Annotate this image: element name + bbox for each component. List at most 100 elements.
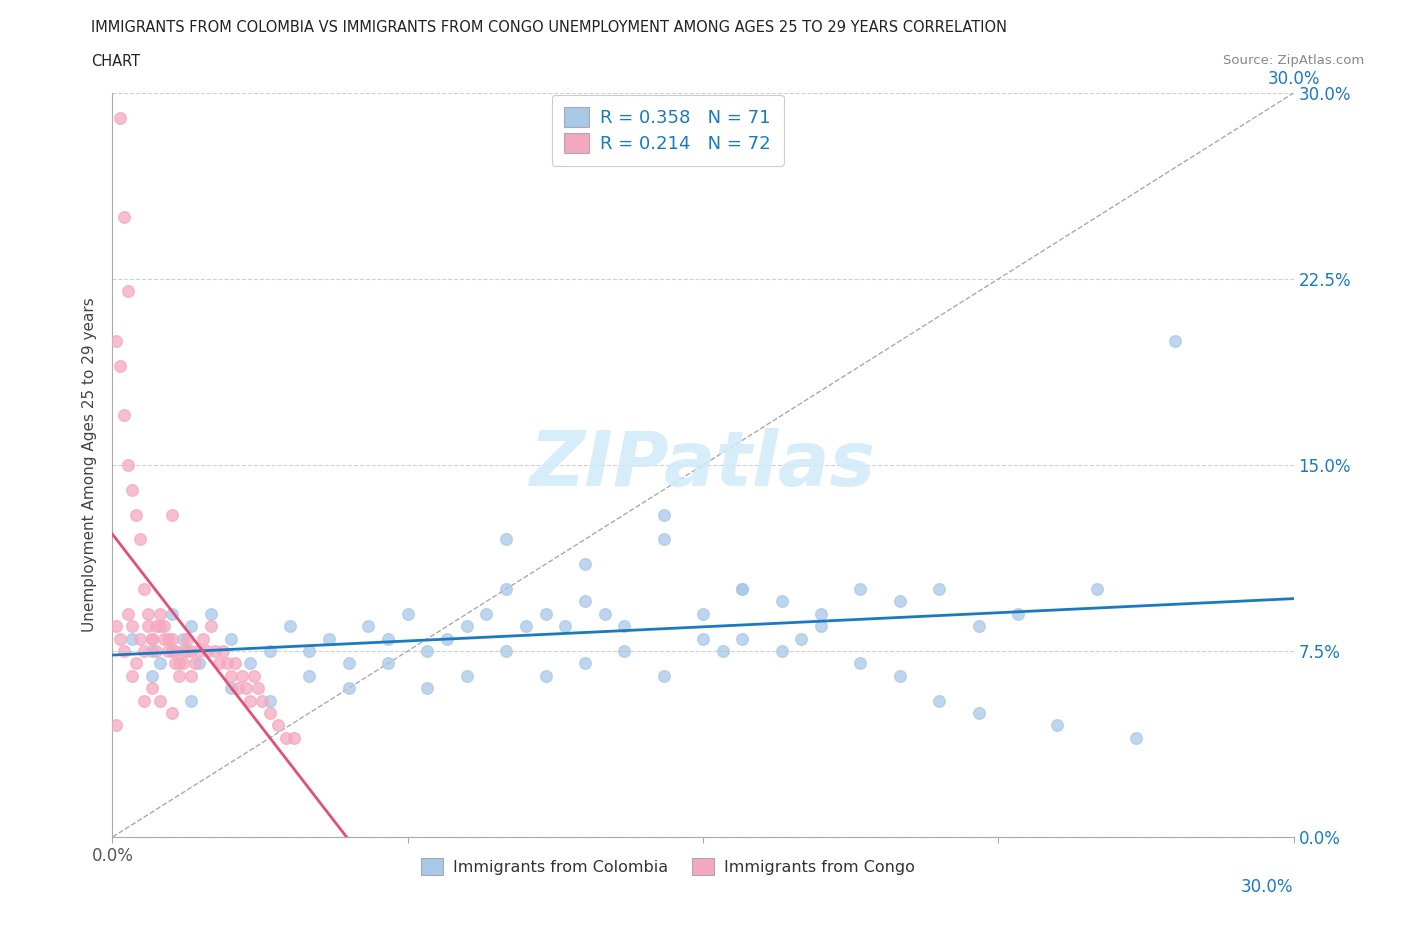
Point	[160, 706, 183, 721]
Point	[243, 669, 266, 684]
Point	[810, 618, 832, 633]
Point	[250, 693, 273, 708]
Point	[200, 606, 222, 621]
Point	[534, 669, 557, 684]
Text: Source: ZipAtlas.com: Source: ZipAtlas.com	[1223, 54, 1364, 67]
Point	[889, 594, 911, 609]
Point	[534, 606, 557, 621]
Point	[1046, 718, 1069, 733]
Point	[136, 606, 159, 621]
Point	[731, 581, 754, 596]
Point	[849, 581, 872, 596]
Point	[156, 631, 179, 646]
Point	[652, 669, 675, 684]
Point	[145, 644, 167, 658]
Point	[377, 656, 399, 671]
Point	[184, 656, 207, 671]
Point	[278, 618, 301, 633]
Point	[810, 606, 832, 621]
Point	[219, 631, 242, 646]
Point	[169, 656, 191, 671]
Text: CHART: CHART	[91, 54, 141, 69]
Point	[105, 618, 128, 633]
Point	[180, 693, 202, 708]
Point	[692, 606, 714, 621]
Point	[613, 644, 636, 658]
Point	[357, 618, 380, 633]
Point	[149, 693, 172, 708]
Point	[239, 693, 262, 708]
Legend: Immigrants from Colombia, Immigrants from Congo: Immigrants from Colombia, Immigrants fro…	[415, 852, 921, 881]
Point	[928, 693, 950, 708]
Point	[152, 618, 174, 633]
Point	[475, 606, 498, 621]
Point	[259, 706, 281, 721]
Point	[208, 656, 231, 671]
Point	[928, 581, 950, 596]
Point	[141, 644, 163, 658]
Point	[125, 656, 148, 671]
Point	[554, 618, 576, 633]
Point	[160, 631, 183, 646]
Text: IMMIGRANTS FROM COLOMBIA VS IMMIGRANTS FROM CONGO UNEMPLOYMENT AMONG AGES 25 TO : IMMIGRANTS FROM COLOMBIA VS IMMIGRANTS F…	[91, 20, 1007, 35]
Point	[152, 631, 174, 646]
Point	[132, 644, 155, 658]
Point	[149, 656, 172, 671]
Point	[215, 656, 238, 671]
Point	[515, 618, 537, 633]
Point	[436, 631, 458, 646]
Text: 30.0%: 30.0%	[1241, 878, 1294, 896]
Point	[224, 656, 246, 671]
Point	[160, 507, 183, 522]
Point	[117, 458, 139, 472]
Point	[1085, 581, 1108, 596]
Point	[112, 644, 135, 658]
Point	[112, 209, 135, 224]
Point	[711, 644, 734, 658]
Point	[1007, 606, 1029, 621]
Point	[160, 606, 183, 621]
Point	[416, 681, 439, 696]
Point	[195, 644, 218, 658]
Point	[967, 618, 990, 633]
Point	[337, 656, 360, 671]
Point	[259, 644, 281, 658]
Point	[247, 681, 270, 696]
Point	[132, 581, 155, 596]
Point	[318, 631, 340, 646]
Point	[204, 644, 226, 658]
Point	[298, 644, 321, 658]
Point	[692, 631, 714, 646]
Point	[239, 656, 262, 671]
Point	[495, 581, 517, 596]
Point	[849, 656, 872, 671]
Point	[117, 284, 139, 299]
Point	[495, 644, 517, 658]
Point	[1164, 334, 1187, 349]
Point	[180, 618, 202, 633]
Point	[456, 669, 478, 684]
Point	[396, 606, 419, 621]
Point	[259, 693, 281, 708]
Point	[731, 581, 754, 596]
Point	[149, 606, 172, 621]
Point	[652, 532, 675, 547]
Point	[176, 644, 198, 658]
Point	[770, 644, 793, 658]
Point	[121, 618, 143, 633]
Point	[141, 631, 163, 646]
Point	[790, 631, 813, 646]
Point	[172, 631, 194, 646]
Point	[416, 644, 439, 658]
Point	[160, 644, 183, 658]
Point	[121, 669, 143, 684]
Point	[652, 507, 675, 522]
Point	[121, 483, 143, 498]
Point	[1125, 730, 1147, 745]
Point	[121, 631, 143, 646]
Point	[267, 718, 290, 733]
Point	[112, 408, 135, 423]
Point	[228, 681, 250, 696]
Point	[274, 730, 297, 745]
Point	[125, 507, 148, 522]
